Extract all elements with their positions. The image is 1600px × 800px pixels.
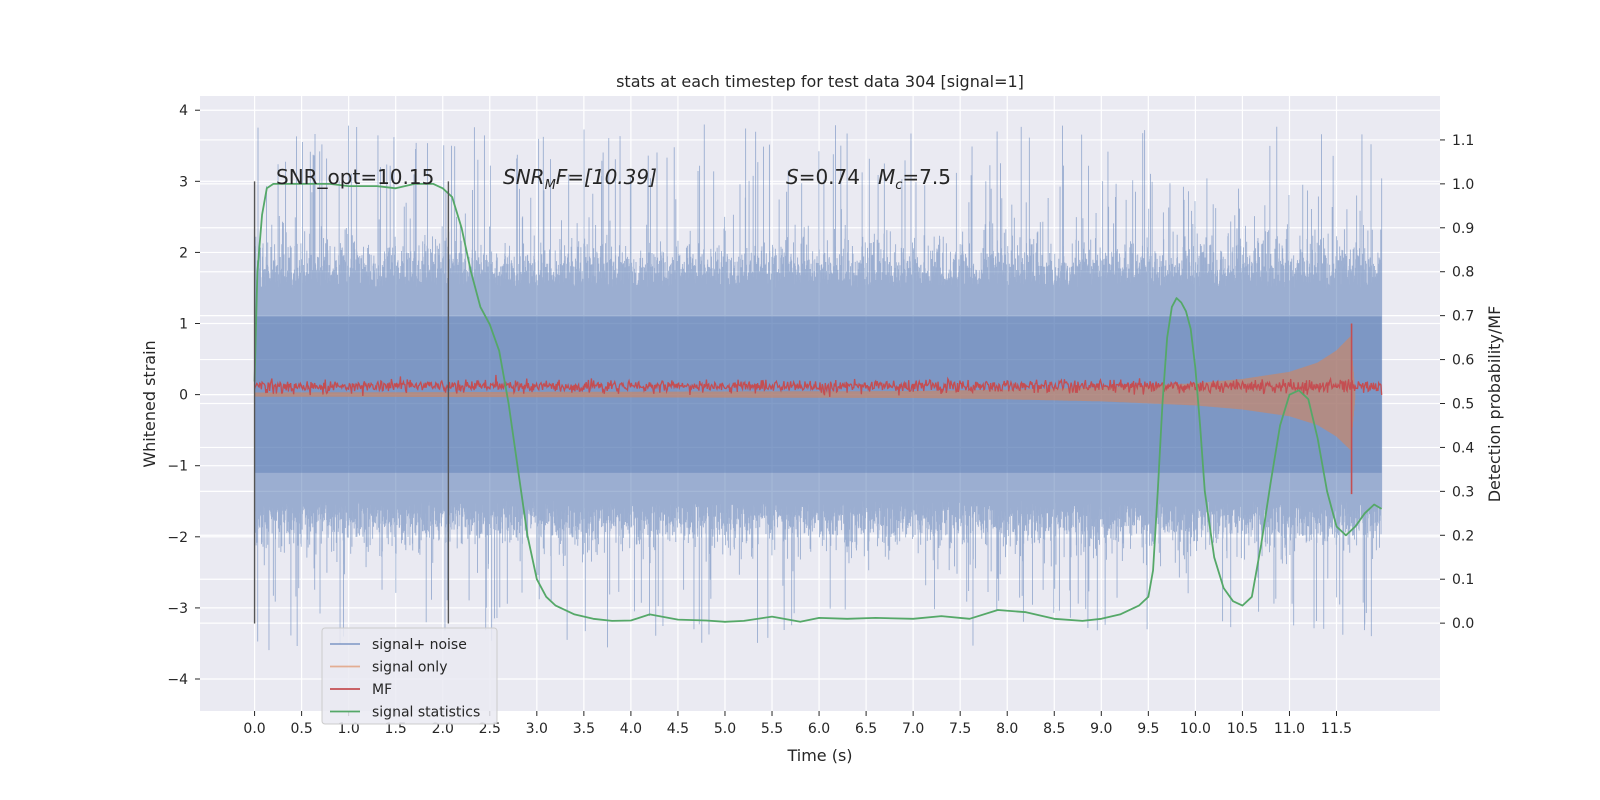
x-tick-label: 7.0: [902, 721, 924, 737]
vertical-markers: [253, 181, 450, 624]
x-tick-label: 8.0: [996, 721, 1018, 737]
x-tick-label: 5.5: [761, 721, 783, 737]
x-tick-label: 4.0: [620, 721, 642, 737]
y-axis-label-left: Whitened strain: [140, 340, 159, 467]
x-tick-label: 4.5: [667, 721, 689, 737]
x-tick-label: 10.5: [1227, 721, 1258, 737]
y-right-tick-label: 0.0: [1452, 616, 1474, 632]
signal-statistics-line: [253, 182, 1383, 623]
y-left-tick-label: 0: [179, 388, 188, 404]
y-left-tick-label: 3: [179, 174, 188, 190]
x-tick-label: 0.0: [243, 721, 265, 737]
ticks: 0.0 0.5 1.0 1.5 2.0 2.5 3.0 3.5 4.0 4.5 5.0 5.5 6.0 6…: [167, 103, 1474, 737]
y-right-tick-label: 1.1: [1452, 133, 1474, 149]
series-layer: [253, 124, 1383, 651]
snr-mf-sub: M: [545, 178, 556, 193]
x-tick-label: 2.0: [432, 721, 454, 737]
x-tick-label: 10.0: [1180, 721, 1211, 737]
mc-value: =7.5: [902, 165, 951, 189]
x-tick-label: 11.0: [1274, 721, 1305, 737]
x-tick-label: 3.0: [526, 721, 548, 737]
y-right-tick-label: 0.8: [1452, 265, 1474, 281]
legend-label: signal statistics: [372, 705, 480, 721]
annotation-snr-opt: SNR_opt=10.15: [276, 165, 434, 189]
mc-sub: c: [895, 178, 902, 193]
mc-label: M: [878, 165, 895, 189]
y-right-tick-label: 0.7: [1452, 309, 1474, 325]
series-mf: [253, 323, 1383, 495]
y-right-tick-label: 0.2: [1452, 528, 1474, 544]
y-right-tick-label: 0.5: [1452, 397, 1474, 413]
s-label: S: [786, 165, 799, 189]
legend-label: signal only: [372, 660, 447, 676]
x-tick-label: 8.5: [1043, 721, 1065, 737]
y-right-tick-label: 0.3: [1452, 484, 1474, 500]
y-right-tick-label: 0.4: [1452, 440, 1474, 456]
x-tick-label: 1.5: [385, 721, 407, 737]
legend: signal+ noise signal only MF signal statist…: [321, 627, 498, 725]
y-left-tick-label: 1: [179, 317, 188, 333]
annotation-snr-mf: SNRMF=[10.39]: [503, 165, 657, 193]
x-tick-label: 9.0: [1090, 721, 1112, 737]
y-right-tick-label: 0.1: [1452, 572, 1474, 588]
x-tick-label: 2.5: [479, 721, 501, 737]
x-tick-label: 6.0: [808, 721, 830, 737]
x-tick-label: 9.5: [1137, 721, 1159, 737]
x-tick-label: 3.5: [573, 721, 595, 737]
x-axis-label: Time (s): [786, 746, 852, 765]
snr-mf-prefix: SNR: [503, 165, 545, 189]
y-right-tick-label: 0.6: [1452, 353, 1474, 369]
y-right-tick-label: 0.9: [1452, 221, 1474, 237]
x-tick-label: 5.0: [714, 721, 736, 737]
legend-box: [321, 627, 498, 725]
y-left-tick-label: −1: [167, 459, 188, 475]
annotation-s-mc: S=0.74 Mc=7.5: [786, 165, 951, 193]
series-signal-statistics: [253, 182, 1383, 623]
snr-mf-suffix-f: F=[10.39]: [556, 165, 657, 189]
x-tick-label: 1.0: [338, 721, 360, 737]
x-tick-label: 7.5: [949, 721, 971, 737]
y-axis-label-right: Detection probability/MF: [1485, 306, 1504, 503]
y-right-tick-label: 1.0: [1452, 177, 1474, 193]
x-tick-label: 11.5: [1321, 721, 1352, 737]
y-left-tick-label: −2: [167, 530, 188, 546]
mf-trace: [253, 374, 1383, 397]
x-tick-label: 6.5: [855, 721, 877, 737]
y-left-tick-label: 2: [179, 245, 188, 261]
x-tick-label: 0.5: [290, 721, 312, 737]
s-value: =0.74: [799, 165, 860, 189]
chart-title: stats at each timestep for test data 304…: [616, 72, 1024, 91]
legend-label: MF: [372, 682, 392, 698]
y-left-tick-label: −3: [167, 601, 188, 617]
y-left-tick-label: 4: [179, 103, 188, 119]
legend-label: signal+ noise: [372, 637, 467, 653]
y-left-tick-label: −4: [167, 672, 188, 688]
